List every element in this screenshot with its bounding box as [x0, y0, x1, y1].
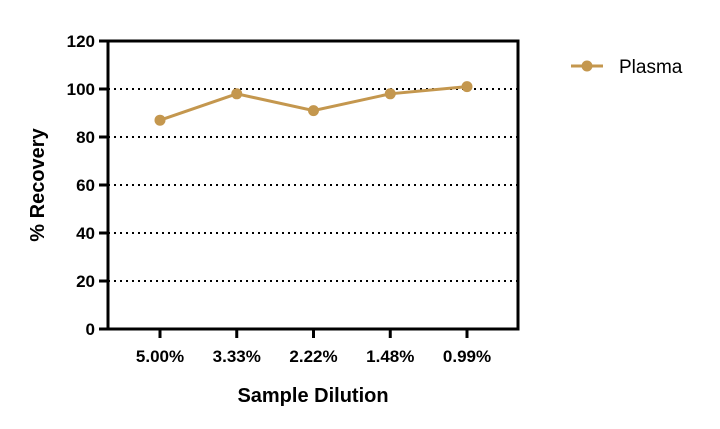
y-axis-title: % Recovery [27, 127, 49, 241]
x-tick-label: 5.00% [136, 347, 184, 366]
data-point [154, 114, 166, 126]
x-axis-title: Sample Dilution [237, 385, 388, 407]
grid-lines [108, 88, 518, 282]
legend: Plasma [571, 57, 683, 78]
x-tick-label: 2.22% [289, 347, 337, 366]
y-tick-label: 60 [76, 176, 95, 195]
x-tick-label: 0.99% [443, 347, 491, 366]
x-tick-label: 3.33% [213, 347, 261, 366]
data-point [461, 81, 473, 93]
legend-label: Plasma [619, 57, 683, 78]
data-point [231, 88, 243, 100]
x-tick-label: 1.48% [366, 347, 414, 366]
y-ticks: 0 20 40 60 80 100 120 [67, 32, 108, 339]
y-tick-label: 20 [76, 272, 95, 291]
data-point [308, 105, 319, 117]
y-tick-label: 0 [86, 320, 95, 339]
data-point [384, 88, 396, 100]
legend-marker [581, 60, 593, 72]
y-tick-label: 120 [67, 32, 95, 51]
series-plasma [154, 81, 473, 126]
y-tick-label: 80 [76, 128, 95, 147]
x-ticks: 5.00% 3.33% 2.22% 1.48% 0.99% [136, 329, 491, 366]
y-tick-label: 100 [67, 80, 95, 99]
y-tick-label: 40 [76, 224, 95, 243]
